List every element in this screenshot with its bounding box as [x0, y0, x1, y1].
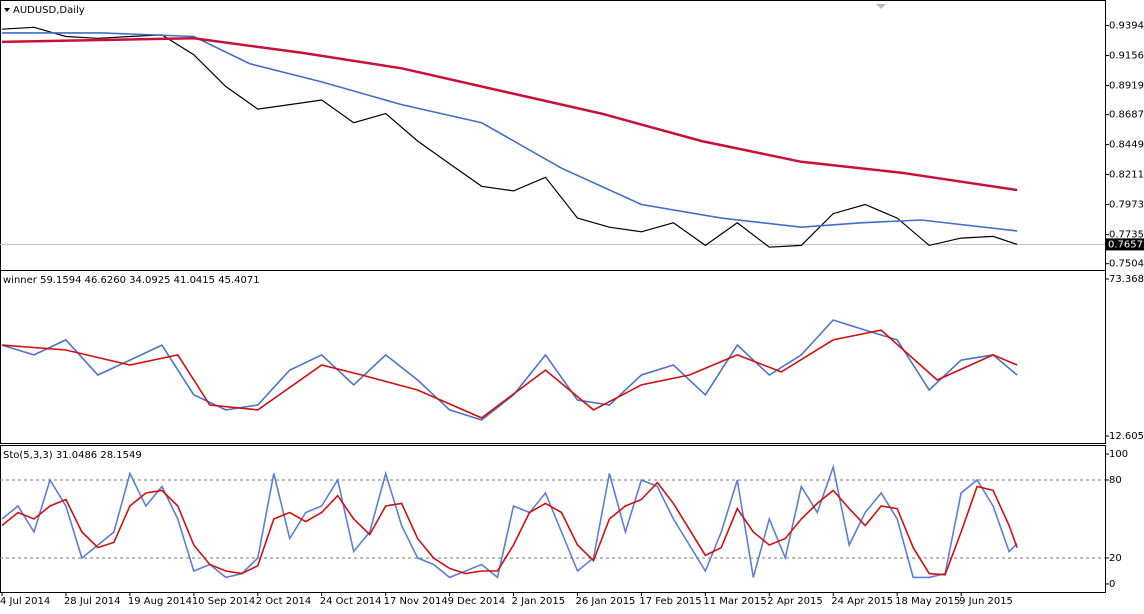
pane-frame: [0, 270, 1106, 444]
current-price-label: 0.76572: [1108, 239, 1144, 250]
shift-marker: [876, 4, 886, 9]
x-tick-label: 26 Jan 2015: [575, 596, 635, 607]
x-tick-label: 18 May 2015: [895, 596, 960, 607]
y-tick-label: 73.3686: [1109, 274, 1144, 285]
x-tick-label: 2 Jan 2015: [512, 596, 566, 607]
pane-title: Sto(5,3,3) 31.0486 28.1549: [3, 450, 142, 461]
series-line: [2, 32, 1018, 232]
x-tick-label: 28 Jul 2014: [64, 596, 121, 607]
x-tick-label: 2 Oct 2014: [256, 596, 311, 607]
current-price-box: [1106, 238, 1144, 251]
series-line: [1, 37, 1018, 192]
x-tick-label: 2 Apr 2015: [767, 596, 822, 607]
series-line: [1, 481, 1018, 576]
x-tick-label: 19 Aug 2014: [128, 596, 192, 607]
y-tick-label: 20: [1109, 553, 1122, 564]
x-tick-label: 9 Jun 2015: [959, 596, 1013, 607]
y-tick-label: 0: [1109, 579, 1115, 590]
pane-title: AUDUSD,Daily: [13, 5, 85, 16]
x-tick-label: 17 Feb 2015: [639, 596, 701, 607]
x-tick-label: 24 Apr 2015: [831, 596, 893, 607]
x-tick-label: 24 Oct 2014: [320, 596, 382, 607]
x-tick-label: 11 Mar 2015: [703, 596, 766, 607]
series-line: [1, 329, 1018, 419]
x-tick-label: 17 Nov 2014: [384, 596, 448, 607]
y-tick-label: 80: [1109, 475, 1122, 486]
x-tick-label: 9 Dec 2014: [448, 596, 506, 607]
series-line: [1, 26, 1018, 248]
pane-title: winner 59.1594 46.6260 34.0925 41.0415 4…: [3, 275, 260, 286]
y-tick-label: 100: [1109, 449, 1128, 460]
series-line: [1, 463, 1018, 579]
pane-frame: [0, 445, 1106, 593]
menu-arrow[interactable]: [4, 8, 10, 12]
y-tick-label: 12.6051: [1109, 431, 1144, 442]
x-tick-label: 4 Jul 2014: [0, 596, 50, 607]
x-tick-label: 10 Sep 2014: [192, 596, 255, 607]
